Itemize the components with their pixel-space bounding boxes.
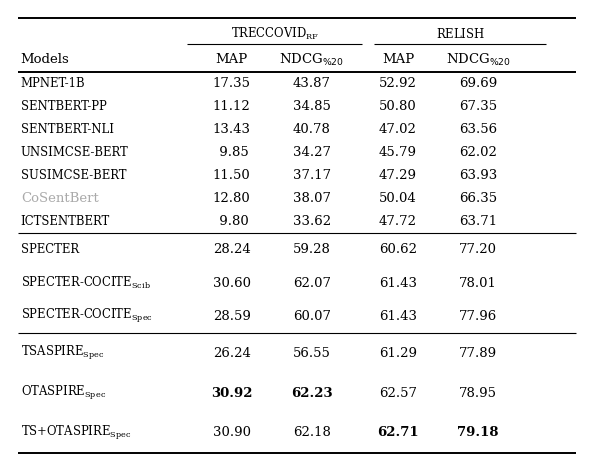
- Text: 47.72: 47.72: [379, 215, 417, 228]
- Text: SUSIMCSE-BERT: SUSIMCSE-BERT: [21, 169, 127, 182]
- Text: 26.24: 26.24: [213, 347, 251, 360]
- Text: 52.92: 52.92: [379, 77, 417, 90]
- Text: 43.87: 43.87: [293, 77, 331, 90]
- Text: TSASPIRE$_{\mathregular{Spec}}$: TSASPIRE$_{\mathregular{Spec}}$: [21, 344, 105, 362]
- Text: 63.71: 63.71: [459, 215, 497, 228]
- Text: $\mathregular{TRECCOVID}_{\mathregular{RF}}$: $\mathregular{TRECCOVID}_{\mathregular{R…: [230, 26, 319, 41]
- Text: 12.80: 12.80: [213, 192, 251, 205]
- Text: 62.71: 62.71: [377, 426, 419, 439]
- Text: 77.20: 77.20: [459, 243, 497, 256]
- Text: 79.18: 79.18: [457, 426, 499, 439]
- Text: 28.59: 28.59: [213, 310, 251, 323]
- Text: UNSIMCSE-BERT: UNSIMCSE-BERT: [21, 146, 128, 159]
- Text: 61.43: 61.43: [379, 310, 417, 323]
- Text: 40.78: 40.78: [293, 123, 331, 136]
- Text: 78.95: 78.95: [459, 387, 497, 399]
- Text: 38.07: 38.07: [293, 192, 331, 205]
- Text: 62.18: 62.18: [293, 426, 331, 439]
- Text: 17.35: 17.35: [213, 77, 251, 90]
- Text: 62.07: 62.07: [293, 277, 331, 289]
- Text: 33.62: 33.62: [293, 215, 331, 228]
- Text: 63.93: 63.93: [459, 169, 497, 182]
- Text: 34.85: 34.85: [293, 100, 331, 113]
- Text: TS+OTASPIRE$_{\mathregular{Spec}}$: TS+OTASPIRE$_{\mathregular{Spec}}$: [21, 424, 131, 442]
- Text: 61.29: 61.29: [379, 347, 417, 360]
- Text: $\mathregular{NDCG}_{\%20}$: $\mathregular{NDCG}_{\%20}$: [279, 52, 345, 68]
- Text: 78.01: 78.01: [459, 277, 497, 289]
- Text: 30.90: 30.90: [213, 426, 251, 439]
- Text: 37.17: 37.17: [293, 169, 331, 182]
- Text: SENTBERT-PP: SENTBERT-PP: [21, 100, 106, 113]
- Text: 11.50: 11.50: [213, 169, 251, 182]
- Text: SENTBERT-NLI: SENTBERT-NLI: [21, 123, 114, 136]
- Text: 62.02: 62.02: [459, 146, 497, 159]
- Text: 59.28: 59.28: [293, 243, 331, 256]
- Text: 13.43: 13.43: [213, 123, 251, 136]
- Text: SPECTER: SPECTER: [21, 243, 79, 256]
- Text: 61.43: 61.43: [379, 277, 417, 289]
- Text: 66.35: 66.35: [459, 192, 497, 205]
- Text: 56.55: 56.55: [293, 347, 331, 360]
- Text: 77.89: 77.89: [459, 347, 497, 360]
- Text: 62.23: 62.23: [291, 387, 333, 399]
- Text: 50.04: 50.04: [379, 192, 417, 205]
- Text: 60.62: 60.62: [379, 243, 417, 256]
- Text: 30.92: 30.92: [211, 387, 252, 399]
- Text: Models: Models: [21, 53, 69, 66]
- Text: 67.35: 67.35: [459, 100, 497, 113]
- Text: 28.24: 28.24: [213, 243, 251, 256]
- Text: 11.12: 11.12: [213, 100, 251, 113]
- Text: $\mathregular{NDCG}_{\%20}$: $\mathregular{NDCG}_{\%20}$: [446, 52, 511, 68]
- Text: 34.27: 34.27: [293, 146, 331, 159]
- Text: 9.80: 9.80: [215, 215, 248, 228]
- Text: 62.57: 62.57: [379, 387, 417, 399]
- Text: ICTSENTBERT: ICTSENTBERT: [21, 215, 110, 228]
- Text: SPECTER-COCITE$_{\mathregular{Scib}}$: SPECTER-COCITE$_{\mathregular{Scib}}$: [21, 275, 151, 291]
- Text: SPECTER-COCITE$_{\mathregular{Spec}}$: SPECTER-COCITE$_{\mathregular{Spec}}$: [21, 308, 153, 325]
- Text: 47.29: 47.29: [379, 169, 417, 182]
- Text: 69.69: 69.69: [459, 77, 497, 90]
- Text: 63.56: 63.56: [459, 123, 497, 136]
- Text: MAP: MAP: [382, 53, 414, 66]
- Text: $\mathregular{RELISH}$: $\mathregular{RELISH}$: [436, 27, 485, 41]
- Text: MPNET-1B: MPNET-1B: [21, 77, 86, 90]
- Text: CoSentBert: CoSentBert: [21, 192, 99, 205]
- Text: MAP: MAP: [216, 53, 248, 66]
- Text: 30.60: 30.60: [213, 277, 251, 289]
- Text: 9.85: 9.85: [215, 146, 248, 159]
- Text: 60.07: 60.07: [293, 310, 331, 323]
- Text: OTASPIRE$_{\mathregular{Spec}}$: OTASPIRE$_{\mathregular{Spec}}$: [21, 384, 106, 402]
- Text: 45.79: 45.79: [379, 146, 417, 159]
- Text: 47.02: 47.02: [379, 123, 417, 136]
- Text: 50.80: 50.80: [379, 100, 417, 113]
- Text: 77.96: 77.96: [459, 310, 497, 323]
